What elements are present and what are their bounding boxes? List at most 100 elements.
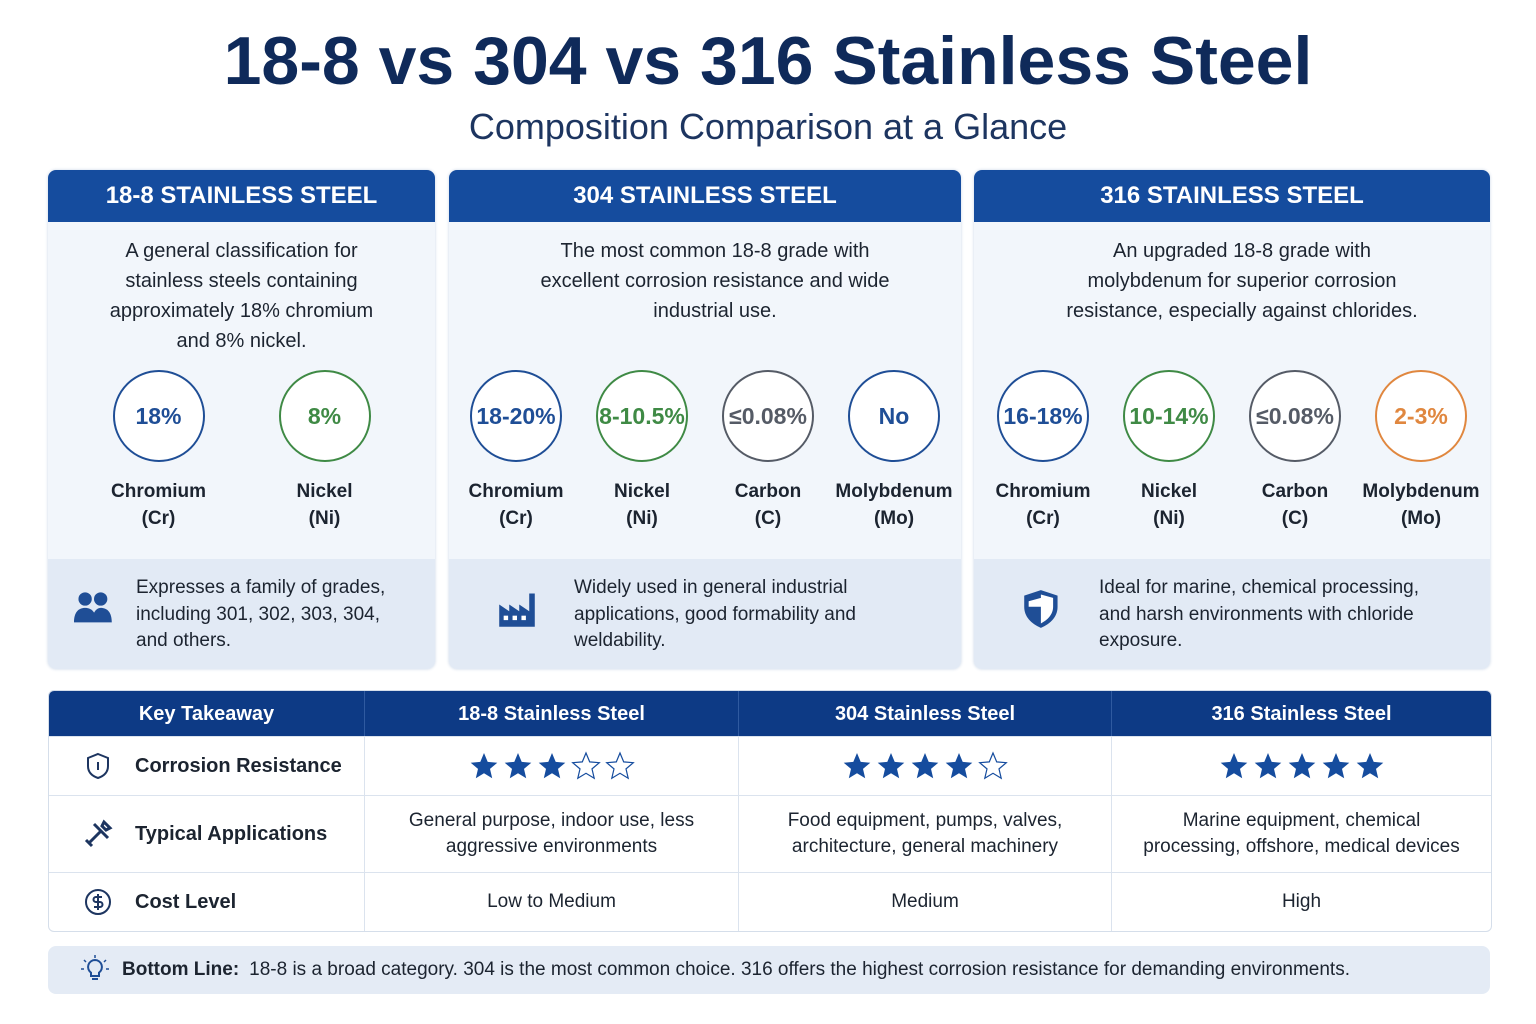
title: 18-8 vs 304 vs 316 Stainless Steel bbox=[223, 23, 1313, 99]
element: No Molybdenum (Mo) bbox=[831, 370, 957, 532]
card-description: A general classification for stainless s… bbox=[109, 240, 374, 352]
element: 2-3% Molybdenum (Mo) bbox=[1358, 370, 1484, 532]
card-note: Expresses a family of grades, including … bbox=[48, 559, 435, 669]
star-filled bbox=[1288, 753, 1315, 779]
card-note: Ideal for marine, chemical processing, a… bbox=[974, 559, 1490, 669]
row-icon bbox=[85, 888, 111, 915]
bottom-label: Bottom Line: bbox=[122, 959, 240, 980]
element: 10-14% Nickel (Ni) bbox=[1106, 370, 1232, 532]
table-cell: Low to Medium bbox=[364, 872, 738, 931]
card-description: An upgraded 18-8 grade with molybdenum f… bbox=[1066, 240, 1418, 322]
grade-card: 316 STAINLESS STEEL An upgraded 18-8 grad… bbox=[974, 170, 1490, 669]
rating-cell bbox=[1111, 736, 1491, 795]
element-value: 8% bbox=[278, 370, 371, 462]
element-value: ≤0.08% bbox=[1249, 370, 1341, 462]
element-symbol: (Cr) bbox=[499, 508, 533, 529]
star-filled bbox=[1356, 753, 1383, 779]
star-filled bbox=[470, 753, 497, 779]
element-symbol: (Ni) bbox=[308, 508, 341, 529]
bottom-text: 18-8 is a broad category. 304 is the mos… bbox=[249, 959, 1350, 980]
column-header: 18-8 Stainless Steel bbox=[364, 691, 738, 736]
element-name: Molybdenum bbox=[835, 481, 953, 502]
table-cell: General purpose, indoor use, less aggres… bbox=[364, 795, 738, 872]
card-title: 18-8 STAINLESS STEEL bbox=[48, 170, 435, 222]
grade-card: 304 STAINLESS STEEL The most common 18-8 … bbox=[449, 170, 961, 669]
element-name: Carbon bbox=[1261, 481, 1329, 502]
element-name: Nickel bbox=[296, 481, 353, 502]
element-name: Nickel bbox=[1141, 481, 1197, 502]
star-filled bbox=[1220, 753, 1247, 779]
note-icon bbox=[74, 592, 112, 623]
element-symbol: (Ni) bbox=[1153, 508, 1185, 529]
element-value: 10-14% bbox=[1123, 370, 1215, 462]
grade-card: 18-8 STAINLESS STEEL A general classifica… bbox=[48, 170, 435, 669]
element: 18-20% Chromium (Cr) bbox=[453, 370, 579, 532]
card-description: The most common 18-8 grade with excellen… bbox=[540, 240, 890, 322]
element-symbol: (Cr) bbox=[1026, 508, 1060, 529]
row-label: Corrosion Resistance bbox=[49, 736, 364, 795]
row-label: Cost Level bbox=[49, 872, 364, 931]
column-header: Key Takeaway bbox=[49, 691, 364, 736]
element-name: Molybdenum bbox=[1362, 481, 1480, 502]
star-filled bbox=[843, 753, 871, 779]
star-filled bbox=[877, 753, 905, 779]
element: 8% Nickel (Ni) bbox=[242, 370, 408, 532]
card-title: 304 STAINLESS STEEL bbox=[449, 170, 961, 222]
star-rating bbox=[470, 751, 635, 780]
star-rating bbox=[843, 751, 1008, 780]
card-note: Widely used in general industrial applic… bbox=[449, 559, 961, 669]
star-filled bbox=[504, 753, 531, 779]
star-empty bbox=[570, 751, 601, 780]
star-filled bbox=[1254, 753, 1281, 779]
element-value: 18% bbox=[112, 370, 205, 462]
element: ≤0.08% Carbon (C) bbox=[1232, 370, 1358, 532]
element-symbol: (Mo) bbox=[873, 508, 915, 529]
column-header: 316 Stainless Steel bbox=[1111, 691, 1491, 736]
element-symbol: (C) bbox=[754, 508, 782, 529]
element-name: Nickel bbox=[614, 481, 670, 502]
note-text: Widely used in general industrial applic… bbox=[574, 577, 857, 651]
bulb-icon bbox=[81, 955, 109, 980]
subtitle: Composition Comparison at a Glance bbox=[468, 106, 1068, 147]
element-value: 8-10.5% bbox=[596, 370, 688, 462]
rating-cell bbox=[364, 736, 738, 795]
rating-cell bbox=[738, 736, 1111, 795]
element-name: Carbon bbox=[734, 481, 802, 502]
element: 8-10.5% Nickel (Ni) bbox=[579, 370, 705, 532]
element-symbol: (Ni) bbox=[626, 508, 658, 529]
star-rating bbox=[1220, 753, 1383, 779]
element-name: Chromium bbox=[111, 481, 206, 502]
note-icon bbox=[499, 593, 535, 627]
table-cell: Medium bbox=[738, 872, 1111, 931]
star-filled bbox=[911, 753, 939, 779]
star-empty bbox=[604, 751, 635, 780]
element-value: 18-20% bbox=[470, 370, 562, 462]
element: 16-18% Chromium (Cr) bbox=[980, 370, 1106, 532]
element-symbol: (Mo) bbox=[1400, 508, 1442, 529]
element-name: Chromium bbox=[468, 481, 564, 502]
element-value: 2-3% bbox=[1375, 370, 1467, 462]
comparison-table: Key Takeaway 18-8 Stainless Steel 304 Stai… bbox=[48, 690, 1492, 932]
card-title: 316 STAINLESS STEEL bbox=[974, 170, 1490, 222]
element-value: No bbox=[848, 370, 940, 462]
element-symbol: (Cr) bbox=[141, 508, 176, 529]
element-symbol: (C) bbox=[1281, 508, 1309, 529]
row-label: Typical Applications bbox=[49, 795, 364, 872]
note-text: Expresses a family of grades, including … bbox=[136, 577, 386, 651]
element-row: 16-18% Chromium (Cr) 10-14% Nickel (Ni) ≤0.08%… bbox=[974, 370, 1490, 532]
element: ≤0.08% Carbon (C) bbox=[705, 370, 831, 532]
star-filled bbox=[1322, 753, 1349, 779]
column-header: 304 Stainless Steel bbox=[738, 691, 1111, 736]
row-icon bbox=[87, 752, 109, 779]
bottom-line: Bottom Line: 18-8 is a broad category. 3… bbox=[48, 946, 1490, 994]
element-row: 18% Chromium (Cr) 8% Nickel (Ni) bbox=[48, 370, 435, 532]
table-cell: High bbox=[1111, 872, 1491, 931]
table-cell: Food equipment, pumps, valves, architect… bbox=[738, 795, 1111, 872]
note-text: Ideal for marine, chemical processing, a… bbox=[1099, 577, 1419, 651]
table-cell: Marine equipment, chemical processing, o… bbox=[1111, 795, 1491, 872]
star-empty bbox=[978, 751, 1008, 780]
note-icon bbox=[1024, 590, 1058, 628]
element: 18% Chromium (Cr) bbox=[76, 370, 242, 532]
star-filled bbox=[945, 753, 973, 779]
